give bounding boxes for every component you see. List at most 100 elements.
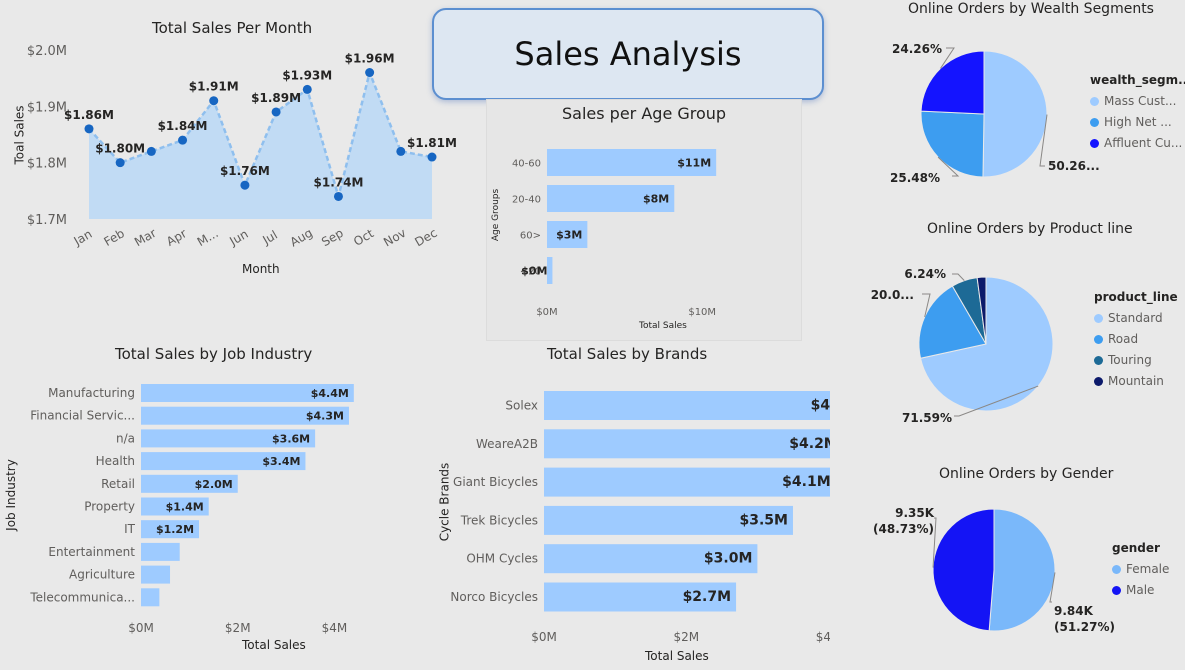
legend-gender: gender Female Male — [1112, 541, 1169, 604]
bar — [547, 149, 717, 176]
bar — [141, 384, 354, 402]
legend-item-product-1[interactable]: Road — [1094, 332, 1178, 346]
x-tick-label: Sep — [319, 226, 346, 249]
bar — [544, 467, 830, 497]
legend-item-wealth-1[interactable]: High Net ... — [1090, 115, 1185, 129]
data-label: 24.26% — [892, 42, 942, 56]
legend-dot-icon — [1094, 376, 1103, 386]
data-label: $2.0M — [195, 478, 233, 491]
legend-item-product-0[interactable]: Standard — [1094, 311, 1178, 325]
bar — [544, 391, 830, 420]
data-point — [115, 158, 125, 168]
category-label: Retail — [101, 477, 135, 491]
data-label: 71.59% — [902, 411, 952, 425]
y-tick-label: $1.9M — [27, 100, 67, 115]
legend-label: Touring — [1108, 353, 1152, 367]
data-label: $1.80M — [95, 142, 145, 156]
pie-slice — [918, 285, 987, 359]
chart-title-age: Sales per Age Group — [562, 104, 727, 123]
legend-label: Mountain — [1108, 374, 1164, 388]
legend-item-wealth-2[interactable]: Affluent Cu... — [1090, 136, 1185, 150]
chart-title-industry: Total Sales by Job Industry — [115, 345, 313, 363]
data-label: $11M — [677, 157, 711, 170]
category-label: 40-60 — [512, 159, 541, 170]
category-label: <20 — [520, 267, 541, 278]
data-point — [427, 152, 437, 162]
data-label: $3.5M — [739, 512, 787, 528]
pie-slice — [982, 50, 1048, 178]
category-label: Health — [96, 454, 135, 468]
pie-slice — [920, 110, 985, 178]
data-label: 9.84K — [1054, 604, 1094, 618]
x-tick-label: Dec — [412, 226, 439, 250]
legend-item-product-2[interactable]: Touring — [1094, 353, 1178, 367]
axis-label-age-x: Total Sales — [639, 321, 687, 331]
category-label: Telecommunica... — [29, 590, 135, 604]
data-label: 9.35K — [895, 506, 935, 520]
y-tick-label: $2.0M — [27, 44, 67, 59]
data-point — [365, 68, 375, 78]
category-label: IT — [124, 522, 136, 536]
leader-line — [954, 385, 1039, 417]
x-tick-label: $4M — [816, 630, 830, 644]
chart-title-monthly: Total Sales Per Month — [152, 19, 313, 37]
y-tick-label: $1.8M — [27, 157, 67, 172]
data-point — [209, 96, 219, 106]
x-tick-label: Jun — [226, 227, 250, 249]
axis-label-brands-x: Total Sales — [645, 649, 709, 663]
legend-label: Road — [1108, 332, 1139, 346]
bar — [544, 505, 793, 535]
category-label: 20-40 — [512, 195, 541, 206]
data-label: $4.1M — [782, 474, 830, 490]
chart-product: 71.59% 20.0... 6.24% — [871, 267, 1054, 425]
chart-title-gender: Online Orders by Gender — [939, 466, 1114, 482]
data-point — [178, 135, 188, 145]
legend-dot-icon — [1094, 313, 1103, 323]
data-label: $4.2M — [789, 436, 830, 452]
x-tick-label: M... — [195, 226, 221, 249]
data-label-pct: (48.73%) — [873, 522, 934, 536]
legend-item-wealth-0[interactable]: Mass Cust... — [1090, 94, 1185, 108]
data-label: $3.0M — [704, 551, 752, 567]
data-point — [302, 84, 312, 94]
pie-slice — [920, 50, 985, 115]
category-label: Norco Bicycles — [450, 590, 538, 604]
data-label: $1.2M — [156, 523, 194, 536]
legend-label: Standard — [1108, 311, 1163, 325]
legend-wealth: wealth_segm... Mass Cust... High Net ...… — [1090, 73, 1185, 157]
chart-wealth: 50.26... 25.48% 24.26% — [890, 42, 1100, 185]
dashboard-title: Sales Analysis — [432, 8, 824, 100]
chart-title-brands: Total Sales by Brands — [547, 345, 708, 363]
x-tick-label: $0M — [531, 630, 557, 644]
axis-label-monthly-x: Month — [242, 262, 280, 276]
legend-dot-icon — [1112, 585, 1121, 595]
legend-dot-icon — [1112, 564, 1121, 574]
data-label: 20.0... — [871, 288, 914, 302]
x-tick-label: $4M — [322, 621, 348, 635]
data-label: $1.89M — [251, 91, 301, 105]
category-label: Agriculture — [69, 568, 135, 582]
leader-line — [1039, 114, 1048, 167]
legend-item-gender-0[interactable]: Female — [1112, 562, 1169, 576]
legend-item-product-3[interactable]: Mountain — [1094, 374, 1178, 388]
legend-item-gender-1[interactable]: Male — [1112, 583, 1169, 597]
bar — [544, 544, 758, 574]
axis-label-industry-x: Total Sales — [242, 638, 306, 652]
x-tick-label: Aug — [288, 226, 315, 250]
pie-slice — [932, 508, 995, 632]
bar — [141, 565, 171, 584]
legend-product: product_line Standard Road Touring Mount… — [1094, 290, 1178, 395]
data-label: $3M — [556, 229, 582, 242]
x-tick-label: Feb — [101, 226, 126, 249]
data-label: $1.84M — [158, 119, 208, 133]
data-label: $1.96M — [345, 52, 395, 66]
x-tick-label: $10M — [688, 307, 716, 318]
x-tick-label: Mar — [132, 226, 159, 249]
data-label-pct: (51.27%) — [1054, 620, 1115, 634]
category-label: Financial Servic... — [30, 409, 135, 423]
category-label: Manufacturing — [48, 386, 135, 400]
bar — [141, 542, 180, 561]
leader-line — [940, 47, 955, 69]
bar — [547, 221, 588, 248]
